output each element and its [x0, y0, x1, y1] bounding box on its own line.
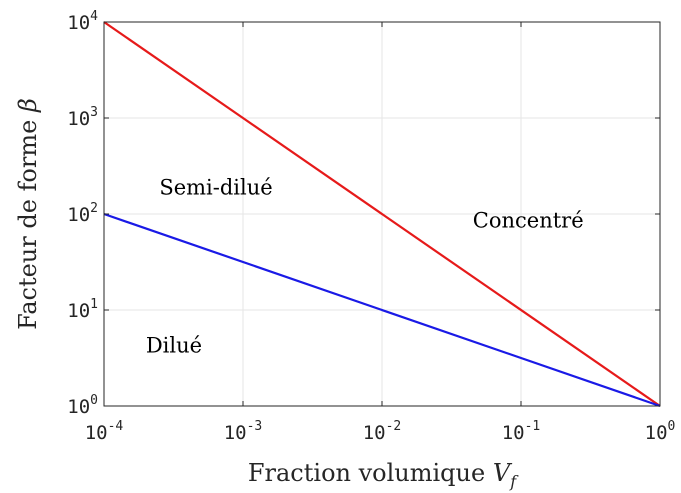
x-tick-label: 10-1 [502, 419, 541, 444]
y-tick-label: 102 [67, 201, 98, 226]
series-line-1 [103, 212, 661, 408]
y-axis-label: Facteur de forme β [14, 98, 42, 330]
region-label: Concentré [473, 209, 584, 233]
y-tick-label: 100 [67, 393, 98, 418]
x-tick-label: 10-3 [224, 419, 263, 444]
x-tick-label: 10-4 [85, 419, 124, 444]
ticks [103, 21, 661, 407]
y-tick-label: 103 [67, 105, 98, 130]
y-tick-label: 101 [67, 297, 98, 322]
x-tick-label: 10-2 [363, 419, 402, 444]
tick-labels: 10-4 10-3 10-2 10-1 100 100 101 102 103 104 [67, 9, 675, 444]
annotations: Semi-dilué Concentré Dilué [146, 175, 584, 357]
region-label: Semi-dilué [159, 175, 272, 199]
x-tick-label: 100 [645, 419, 676, 444]
y-tick-label: 104 [67, 9, 98, 34]
series-line-0 [103, 21, 661, 407]
series-group [103, 21, 661, 408]
x-axis-label: Fraction volumique Vf [248, 459, 519, 491]
region-label: Dilué [146, 334, 202, 358]
